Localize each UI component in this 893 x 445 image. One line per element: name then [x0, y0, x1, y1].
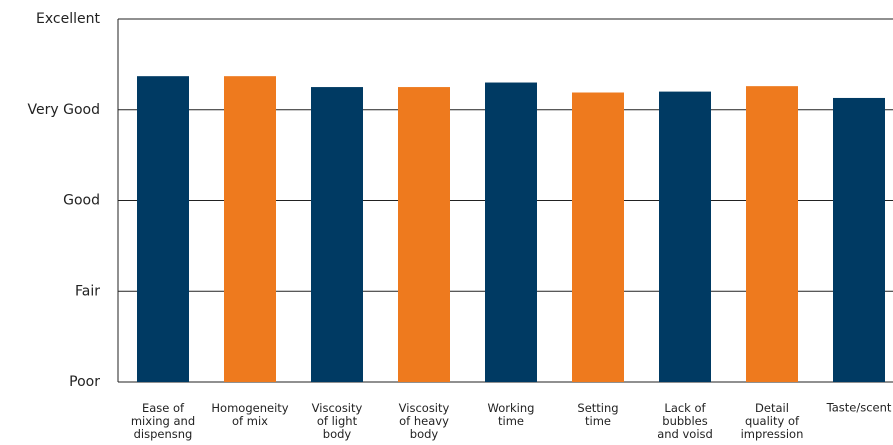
bar — [398, 87, 450, 382]
y-tick-label: Good — [63, 193, 100, 209]
bar — [659, 91, 711, 382]
bar — [572, 92, 624, 382]
y-tick-label: Fair — [75, 283, 100, 299]
bar — [311, 87, 363, 382]
x-tick-label: Taste/scent — [826, 401, 892, 415]
bar — [137, 76, 189, 383]
bar — [746, 86, 798, 382]
bar — [224, 76, 276, 383]
x-tick-label: Setting time — [577, 401, 618, 428]
bar — [833, 97, 885, 382]
x-tick-label: Viscosity of light body — [312, 401, 363, 441]
x-tick-label: Lack of bubbles and voisd — [657, 401, 713, 441]
y-tick-label: Very Good — [28, 102, 100, 118]
x-tick-label: Working time — [488, 401, 535, 428]
x-tick-label: Detail quality of impression — [741, 401, 804, 441]
y-tick-label: Excellent — [36, 11, 100, 27]
y-tick-label: Poor — [69, 374, 100, 390]
x-tick-label: Ease of mixing and dispensng — [131, 401, 195, 441]
x-tick-label: Homogeneity of mix — [211, 401, 288, 428]
x-tick-label: Viscosity of heavy body — [399, 401, 450, 441]
bar — [485, 82, 537, 383]
